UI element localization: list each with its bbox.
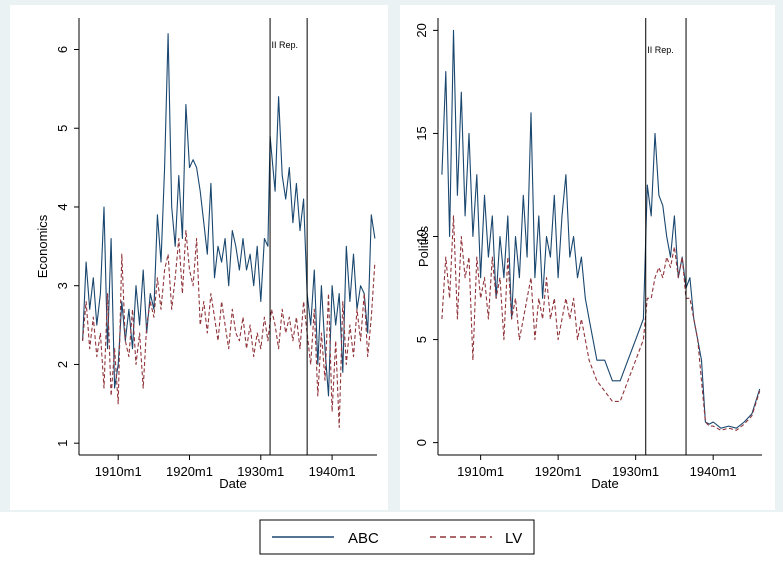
- politics-y-tick-label: 20: [414, 23, 429, 37]
- right-panel-background: [400, 5, 775, 510]
- economics-y-axis-title: Economics: [35, 214, 50, 278]
- politics-x-tick-label: 1910m1: [457, 464, 504, 479]
- economics-annotation-ii-rep: II Rep.: [271, 40, 298, 50]
- politics-lv-series-line: [441, 215, 761, 431]
- economics-x-axis-title: Date: [219, 476, 246, 491]
- economics-x-tick-label: 1920m1: [166, 464, 213, 479]
- economics-x-tick-label: 1940m1: [309, 464, 356, 479]
- politics-y-tick-label: 5: [414, 336, 429, 343]
- economics-y-tick-label: 5: [55, 125, 70, 132]
- politics-y-tick-label: 0: [414, 439, 429, 446]
- politics-x-tick-label: 1940m1: [690, 464, 737, 479]
- economics-lv-series-line: [82, 230, 376, 428]
- politics-y-axis-title: Politics: [416, 225, 431, 267]
- economics-x-tick-label: 1930m1: [237, 464, 284, 479]
- politics-y-tick-label: 10: [414, 229, 429, 243]
- economics-y-tick-label: 2: [55, 361, 70, 368]
- economics-y-tick-label: 3: [55, 282, 70, 289]
- politics-panel: 0 5 10 15 20 1910m1 1920m1 1930m1 1940m1 Date Poli…: [414, 18, 762, 491]
- politics-x-tick-label: 1920m1: [535, 464, 582, 479]
- politics-x-axis-title: Date: [591, 476, 618, 491]
- politics-annotation-ii-rep: II Rep.: [647, 45, 674, 55]
- politics-y-tick-label: 15: [414, 126, 429, 140]
- economics-y-tick-label: 4: [55, 203, 70, 210]
- economics-panel: 1 2 3 4 5 6 1910m1 1920m1 1930m1 1940m1 Date Econom…: [35, 18, 377, 491]
- politics-abc-series-line: [441, 29, 761, 429]
- economics-x-tick-label: 1910m1: [95, 464, 142, 479]
- left-panel-background: [10, 5, 388, 510]
- economics-y-tick-label: 6: [55, 46, 70, 53]
- politics-x-tick-label: 1930m1: [612, 464, 659, 479]
- legend-lv-label: LV: [505, 530, 522, 547]
- legend-abc-label: ABC: [348, 530, 379, 547]
- legend: ABC LV: [259, 519, 535, 555]
- economics-y-tick-label: 1: [55, 440, 70, 447]
